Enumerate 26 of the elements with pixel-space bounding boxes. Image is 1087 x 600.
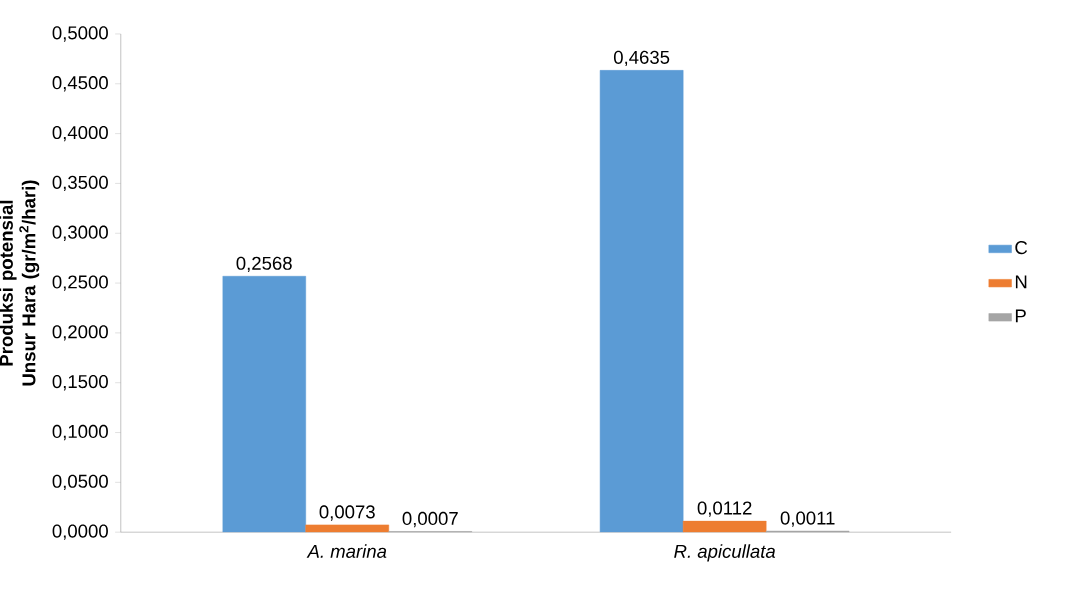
y-tick-label: 0,3000 — [52, 225, 108, 241]
y-tick-label: 0,2000 — [52, 325, 108, 341]
data-label: 0,0073 — [319, 505, 375, 521]
y-tick-label: 0,4500 — [52, 76, 108, 92]
bar — [305, 524, 390, 533]
legend-label: N — [1015, 275, 1027, 289]
legend-label: C — [1015, 241, 1028, 255]
y-tick-label: 0,0000 — [52, 524, 108, 540]
bar — [222, 275, 306, 533]
y-tick-label: 0,0500 — [52, 474, 108, 490]
bar — [682, 520, 767, 533]
y-tick-label: 0,4000 — [52, 125, 108, 142]
x-tick-label: A. marina — [306, 544, 387, 558]
data-label: 0,2568 — [236, 256, 292, 272]
data-label: 0,0112 — [697, 501, 752, 517]
x-tick-label: R. apicullata — [674, 544, 776, 562]
data-label: 0,4635 — [613, 50, 670, 67]
y-tick-label: 0,1500 — [52, 374, 108, 391]
data-label: 0,0011 — [780, 511, 835, 527]
bar — [599, 70, 684, 533]
y-tick-label: 0,2500 — [52, 275, 108, 291]
legend-label: P — [1015, 309, 1026, 323]
data-label: 0,0007 — [402, 511, 458, 528]
y-tick-label: 0,1000 — [52, 424, 108, 441]
y-tick-label: 0,3500 — [52, 175, 108, 192]
y-tick-label: 0,5000 — [52, 26, 108, 42]
